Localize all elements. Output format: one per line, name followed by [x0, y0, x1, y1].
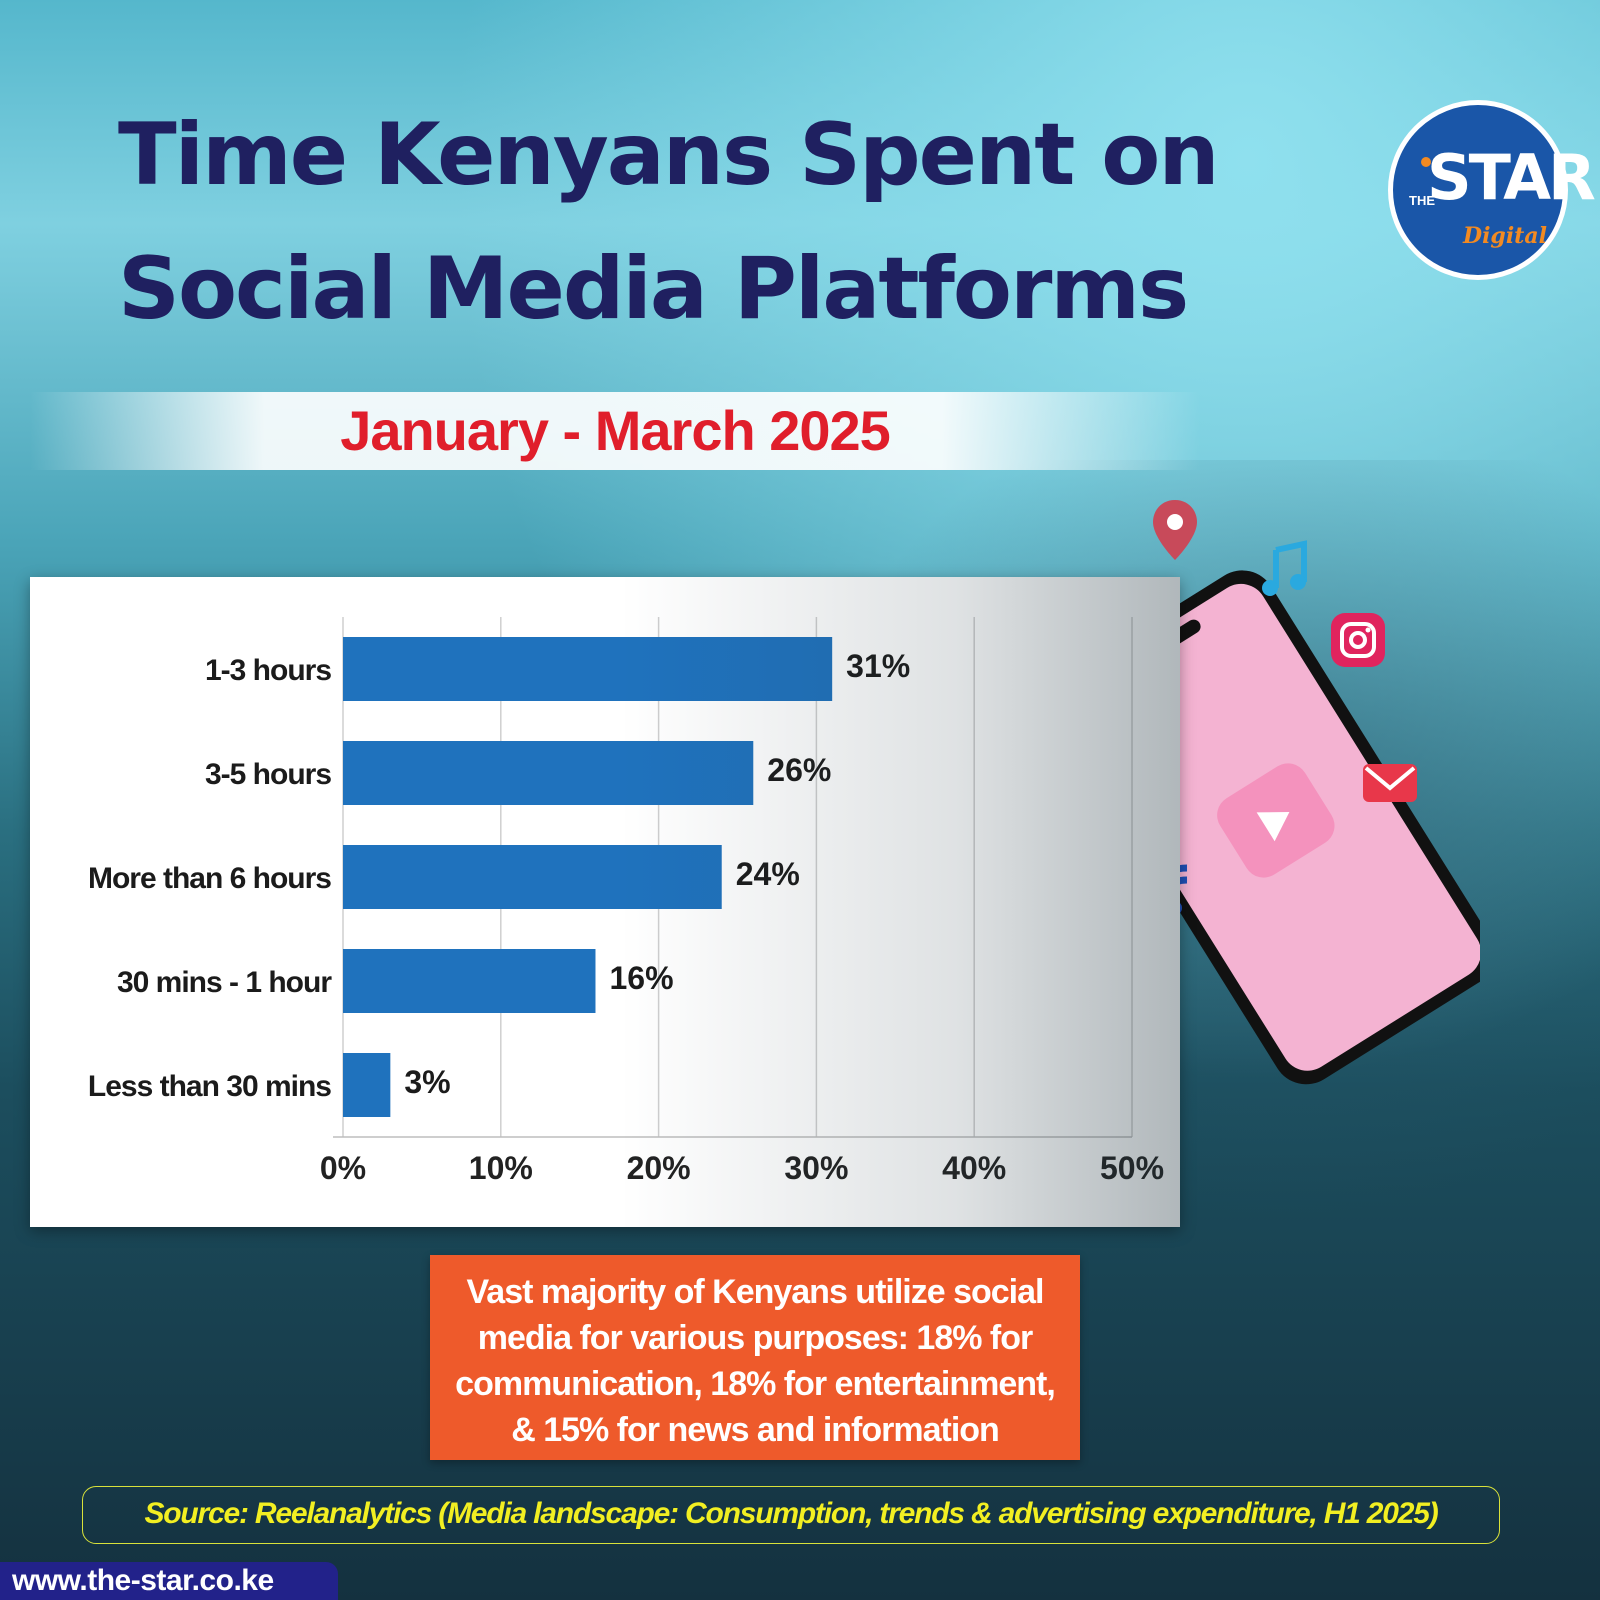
- x-tick-label: 30%: [784, 1150, 848, 1186]
- x-tick-label: 40%: [942, 1150, 1006, 1186]
- callout-box: Vast majority of Kenyans utilize social …: [430, 1255, 1080, 1460]
- category-label: 3-5 hours: [205, 758, 331, 791]
- value-label: 26%: [767, 752, 831, 788]
- bar-chart: 0% 10% 20% 30% 40% 50% 1-3 hours 31% 3-5 hours 26…: [88, 617, 1164, 1186]
- category-label: Less than 30 mins: [88, 1070, 331, 1103]
- logo-star: STAR: [1427, 141, 1596, 214]
- x-tick-label: 20%: [627, 1150, 691, 1186]
- bar: [343, 949, 596, 1013]
- x-tick-label: 10%: [469, 1150, 533, 1186]
- star-digital-logo: THE STAR Digital: [1388, 100, 1596, 280]
- logo-digital: Digital: [1463, 223, 1547, 249]
- bar: [343, 637, 833, 701]
- source-box: Source: Reelanalytics (Media landscape: …: [82, 1486, 1500, 1544]
- title-line-2: Social Media Platforms: [118, 239, 1189, 339]
- bar: [343, 741, 754, 805]
- callout-line-3: communication, 18% for entertainment,: [455, 1365, 1056, 1403]
- logo-the: THE: [1409, 193, 1435, 208]
- website-url-text: www.the-star.co.ke: [12, 1564, 274, 1597]
- value-label: 3%: [404, 1064, 450, 1100]
- value-label: 31%: [846, 648, 910, 684]
- bar: [343, 845, 722, 909]
- title-line-1: Time Kenyans Spent on: [118, 105, 1220, 205]
- source-text: Source: Reelanalytics (Media landscape: …: [144, 1497, 1438, 1530]
- value-label: 16%: [609, 960, 673, 996]
- x-tick-label: 0%: [320, 1150, 366, 1186]
- instagram-icon: [1331, 613, 1385, 667]
- mail-icon: [1363, 764, 1417, 802]
- category-label: 30 mins - 1 hour: [117, 966, 332, 999]
- callout-line-2: media for various purposes: 18% for: [477, 1319, 1033, 1357]
- callout-text: Vast majority of Kenyans utilize social …: [430, 1255, 1080, 1467]
- category-label: More than 6 hours: [88, 862, 331, 895]
- chart-panel: 0% 10% 20% 30% 40% 50% 1-3 hours 31% 3-5 hours 26…: [30, 577, 1180, 1227]
- period-subtitle: January - March 2025: [340, 399, 891, 462]
- callout-line-1: Vast majority of Kenyans utilize social: [466, 1273, 1045, 1311]
- x-tick-label: 50%: [1100, 1150, 1164, 1186]
- callout-line-4: & 15% for news and information: [511, 1411, 1000, 1449]
- music-note-icon: [1262, 540, 1307, 596]
- website-url[interactable]: www.the-star.co.ke: [0, 1562, 338, 1600]
- location-pin-icon: [1153, 500, 1197, 560]
- category-label: 1-3 hours: [205, 654, 331, 687]
- star-dot-icon: [1421, 157, 1431, 167]
- value-label: 24%: [736, 856, 800, 892]
- page-title: Time Kenyans Spent on Social Media Platf…: [118, 88, 1348, 356]
- bar: [343, 1053, 391, 1117]
- period-band: January - March 2025: [30, 392, 1200, 470]
